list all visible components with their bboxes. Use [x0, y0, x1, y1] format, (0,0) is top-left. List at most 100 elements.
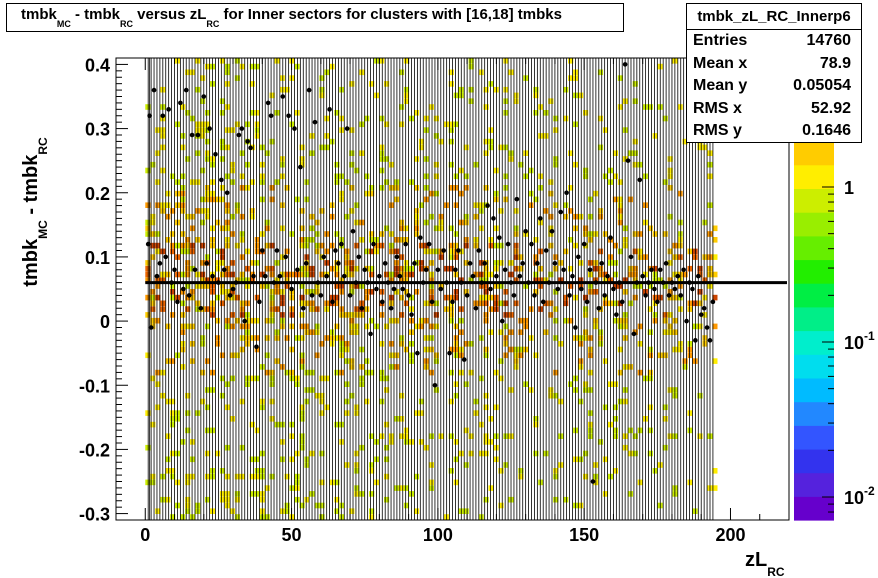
heat-cell [319, 341, 325, 347]
heat-cell [433, 161, 439, 168]
heat-cell [384, 179, 390, 185]
heat-cell [597, 213, 604, 220]
heat-cell [239, 254, 245, 260]
heat-cell [413, 213, 420, 220]
heat-cell [264, 335, 270, 341]
heat-cell [438, 225, 444, 232]
heat-cell [687, 341, 693, 347]
heat-cell [632, 433, 638, 439]
heat-cell [588, 213, 594, 220]
heat-cell [503, 110, 509, 116]
heat-cell [478, 421, 484, 428]
heat-cell [339, 502, 345, 509]
heat-cell [438, 283, 444, 289]
profile-point [189, 132, 195, 138]
heat-cell [483, 439, 489, 445]
heat-cell [583, 225, 589, 232]
heat-cell [384, 444, 390, 451]
heat-cell [433, 173, 439, 180]
heat-cell [418, 265, 425, 272]
heat-cell [483, 392, 489, 399]
heat-cell [269, 265, 275, 272]
heat-cell [662, 115, 668, 122]
heat-cell [403, 300, 410, 307]
heat-cell [299, 312, 305, 318]
heat-cell [463, 213, 469, 220]
heat-cell [548, 98, 554, 104]
heat-cell [583, 473, 589, 480]
heat-cell [403, 237, 410, 243]
profile-point [631, 331, 637, 337]
heat-cell [637, 323, 643, 330]
heat-cell [180, 173, 186, 180]
heat-cell [677, 104, 683, 110]
heat-cell [279, 421, 285, 428]
heat-cell [379, 167, 385, 174]
profile-point [429, 299, 435, 305]
heat-cell [677, 254, 683, 260]
heat-cell [165, 190, 171, 197]
heat-cell [379, 242, 385, 249]
heat-cell [239, 323, 245, 330]
profile-point [602, 293, 607, 298]
heat-cell [185, 410, 191, 416]
heat-cell [354, 329, 360, 335]
profile-point [535, 261, 540, 266]
heat-cell [170, 514, 176, 520]
heat-cell [697, 433, 703, 439]
heat-cell [538, 219, 544, 226]
heat-cell [483, 271, 489, 278]
heat-cell [588, 421, 594, 428]
heat-cell [453, 456, 459, 463]
heat-cell [428, 271, 434, 278]
heat-cell [369, 468, 375, 474]
stats-value: 0.05054 [793, 77, 851, 94]
heat-cell [453, 381, 459, 387]
heat-cell [513, 208, 519, 214]
heat-cell [254, 133, 260, 139]
heat-cell [578, 213, 584, 220]
heat-cell [399, 219, 405, 226]
heat-cell [533, 421, 539, 428]
heat-cell [200, 208, 206, 214]
heat-cell [279, 294, 285, 301]
heat-cell [617, 202, 623, 208]
heat-cell [205, 190, 211, 197]
heat-cell [185, 502, 191, 509]
heat-cell [413, 219, 420, 226]
heat-cell [205, 277, 211, 283]
heat-cell [180, 289, 186, 295]
title-subscript-0: MC [56, 19, 71, 29]
heat-cell [289, 485, 295, 491]
heat-cell [478, 283, 484, 289]
heat-cell [379, 289, 385, 295]
heat-cell [399, 485, 405, 491]
heat-cell [354, 242, 360, 249]
heat-cell [702, 219, 708, 226]
heat-cell [234, 352, 240, 359]
heat-cell [180, 439, 186, 445]
heat-cell [254, 63, 260, 70]
heat-cell [379, 156, 385, 162]
heat-cell [538, 306, 544, 312]
heat-cell [548, 213, 554, 220]
profile-point [605, 273, 610, 279]
heat-cell [314, 248, 320, 255]
heat-cell [448, 161, 454, 168]
heat-cell [155, 179, 161, 185]
heat-cell [438, 248, 444, 255]
heat-cell [304, 387, 310, 393]
heat-cell [612, 416, 618, 422]
heat-cell [329, 138, 335, 145]
heat-cell [289, 294, 295, 301]
heat-cell [249, 110, 255, 116]
profile-point [157, 261, 163, 266]
heat-cell [155, 202, 161, 208]
title-part-0: tmbk [21, 6, 57, 23]
heat-cell [339, 421, 345, 428]
heat-cell [254, 248, 260, 255]
heat-cell [150, 294, 156, 301]
heat-cell [354, 404, 360, 411]
heat-cell [463, 289, 469, 295]
heat-cell [553, 202, 559, 208]
